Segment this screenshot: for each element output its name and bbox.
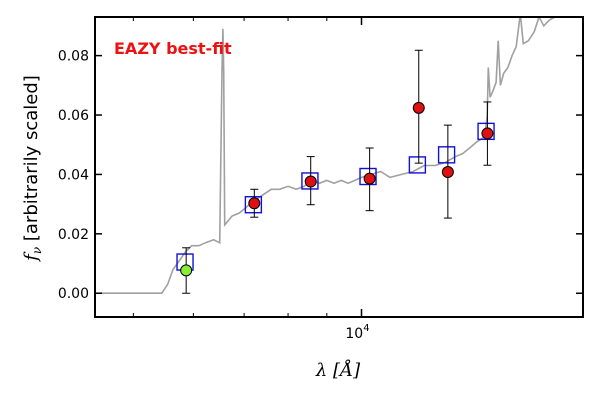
x-tick-label-exp-0: 4 (363, 323, 369, 334)
x-axis-label-suffix: ] (352, 360, 361, 381)
observed-point-3 (363, 172, 376, 185)
model-photometry-box-1 (244, 196, 263, 214)
observed-point-2 (304, 175, 317, 188)
y-axis-label-subscript: ν (30, 247, 44, 254)
model-photometry-box-4 (408, 156, 427, 174)
y-axis-label: fν [arbitrarily scaled] (21, 75, 44, 263)
observed-point-4 (412, 101, 425, 114)
model-photometry-box-6 (477, 122, 495, 141)
plot-area (95, 17, 557, 295)
observed-point-6 (481, 127, 494, 140)
model-photometry-box-5 (437, 146, 456, 164)
y-tick-label-0: 0.00 (58, 286, 89, 302)
observed-point-1 (248, 197, 261, 210)
observed-point-5 (441, 166, 454, 179)
observed-point-0 (180, 264, 193, 277)
x-tick-label-base-0: 10 (345, 326, 363, 342)
model-photometry-box-2 (301, 172, 319, 190)
chart-annotation: EAZY best-fit (114, 39, 232, 58)
y-axis-label-text: [arbitrarily scaled] (21, 75, 42, 247)
y-tick-label-1: 0.02 (58, 227, 89, 243)
x-axis-label-prefix: λ [ (315, 360, 341, 381)
plot-frame (94, 16, 584, 318)
y-tick-label-3: 0.06 (58, 108, 89, 124)
x-tick-label-0: 104 (345, 323, 369, 342)
x-axis-label-symbol: Å (338, 359, 353, 381)
x-axis-label: λ [Å] (315, 359, 361, 381)
y-tick-label-2: 0.04 (58, 167, 89, 183)
axes: 0.00 0.02 0.04 0.06 0.08 104 (58, 16, 584, 342)
y-tick-label-4: 0.08 (58, 49, 89, 65)
model-photometry-box-3 (359, 167, 377, 186)
